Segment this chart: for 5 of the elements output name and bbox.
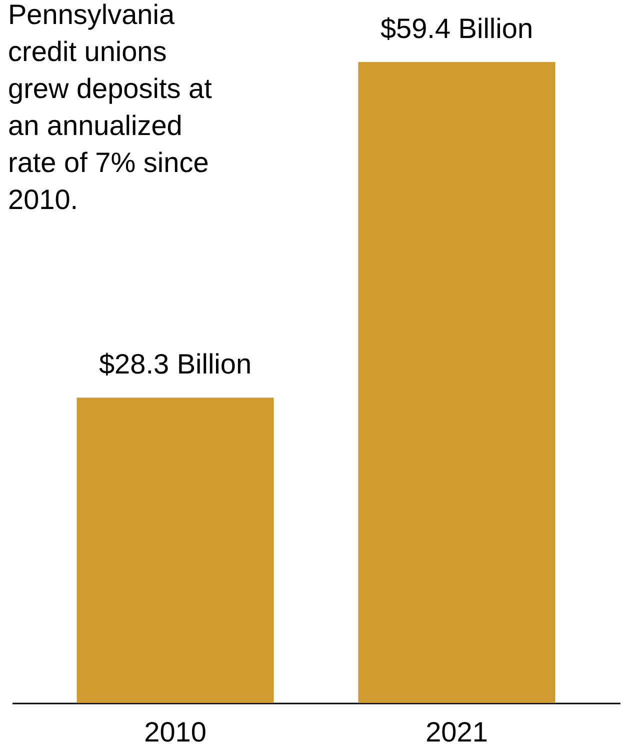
annotation: Pennsylvania credit unions grew deposits at an annualized rate of 7% since 2010. xyxy=(8,0,212,215)
x-tick-label: 2010 xyxy=(144,716,206,748)
x-tick-label: 2021 xyxy=(426,716,488,748)
data-label: $28.3 Billion xyxy=(98,348,252,380)
data-label: $59.4 Billion xyxy=(380,13,534,44)
